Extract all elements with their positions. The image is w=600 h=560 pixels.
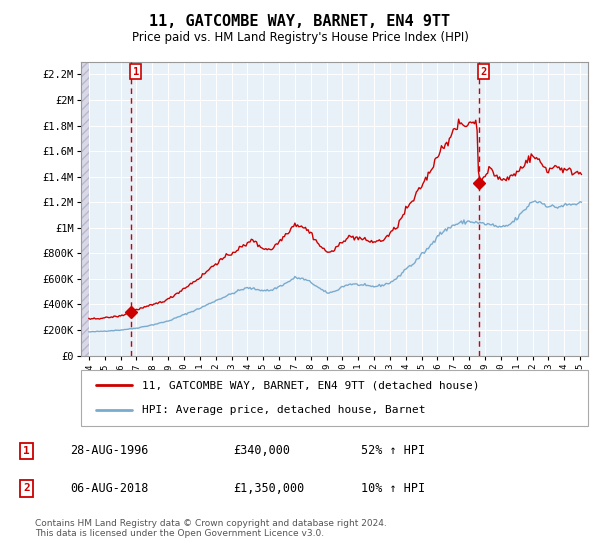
Text: 28-AUG-1996: 28-AUG-1996 xyxy=(70,444,149,457)
Text: 1: 1 xyxy=(133,67,139,77)
Text: 11, GATCOMBE WAY, BARNET, EN4 9TT: 11, GATCOMBE WAY, BARNET, EN4 9TT xyxy=(149,14,451,29)
Text: 11, GATCOMBE WAY, BARNET, EN4 9TT (detached house): 11, GATCOMBE WAY, BARNET, EN4 9TT (detac… xyxy=(142,380,479,390)
Text: 52% ↑ HPI: 52% ↑ HPI xyxy=(361,444,425,457)
Text: Price paid vs. HM Land Registry's House Price Index (HPI): Price paid vs. HM Land Registry's House … xyxy=(131,31,469,44)
Text: 2: 2 xyxy=(481,67,487,77)
Bar xyxy=(81,62,89,356)
Text: HPI: Average price, detached house, Barnet: HPI: Average price, detached house, Barn… xyxy=(142,405,425,415)
Text: £1,350,000: £1,350,000 xyxy=(233,482,304,495)
Text: Contains HM Land Registry data © Crown copyright and database right 2024.
This d: Contains HM Land Registry data © Crown c… xyxy=(35,519,387,538)
Text: 2: 2 xyxy=(23,483,30,493)
Text: 10% ↑ HPI: 10% ↑ HPI xyxy=(361,482,425,495)
Text: 06-AUG-2018: 06-AUG-2018 xyxy=(70,482,149,495)
Text: 1: 1 xyxy=(23,446,30,456)
FancyBboxPatch shape xyxy=(81,370,588,426)
Text: £340,000: £340,000 xyxy=(233,444,290,457)
